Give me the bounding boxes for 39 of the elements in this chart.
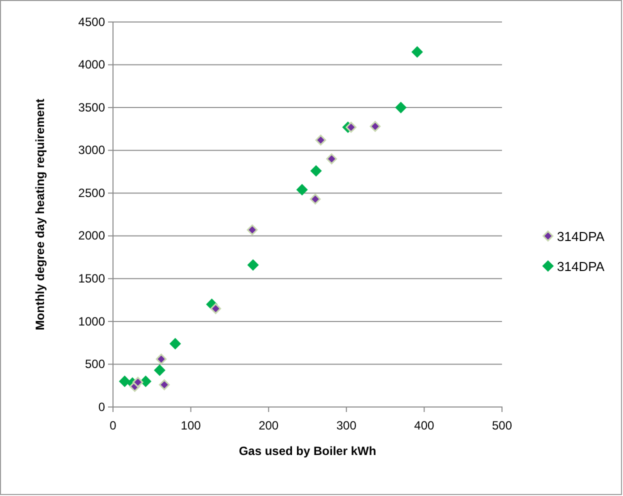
point: [370, 120, 381, 132]
point: [140, 376, 152, 388]
y-tick-label: 2000: [78, 228, 106, 243]
point: [169, 338, 182, 350]
point: [310, 165, 322, 177]
y-tick-label: 0: [98, 400, 106, 414]
x-tick-label: 300: [336, 418, 357, 432]
x-axis-title: Gas used by Boiler kWh: [238, 444, 376, 458]
point: [210, 303, 222, 314]
point: [246, 224, 258, 236]
y-tick-label: 1000: [78, 314, 106, 328]
y-tick-label: 1500: [78, 272, 106, 286]
legend-label: 314DPA: [557, 259, 605, 274]
point: [346, 122, 356, 133]
y-axis-title: Monthly degree day heating requirement: [33, 98, 47, 330]
point: [296, 184, 308, 196]
y-tick-label: 4000: [78, 58, 106, 72]
legend-label: 314DPA: [557, 229, 605, 244]
y-tick-label: 3000: [78, 143, 106, 158]
point: [154, 364, 166, 376]
y-tick-label: 2500: [78, 186, 106, 200]
point: [156, 354, 167, 364]
y-tick-label: 3500: [78, 100, 106, 114]
point: [132, 376, 144, 388]
point: [118, 376, 130, 388]
x-tick-label: 0: [110, 418, 117, 432]
point: [326, 153, 338, 164]
point: [411, 46, 423, 58]
point: [158, 379, 170, 390]
x-tick-label: 400: [414, 418, 435, 432]
point: [247, 259, 259, 271]
x-tick-label: 200: [258, 418, 279, 432]
point: [395, 102, 407, 114]
x-tick-label: 500: [492, 418, 512, 432]
point: [315, 134, 326, 146]
y-tick-label: 4500: [78, 14, 106, 29]
y-tick-label: 500: [84, 357, 106, 372]
point: [310, 194, 321, 204]
x-tick-label: 100: [180, 418, 202, 432]
